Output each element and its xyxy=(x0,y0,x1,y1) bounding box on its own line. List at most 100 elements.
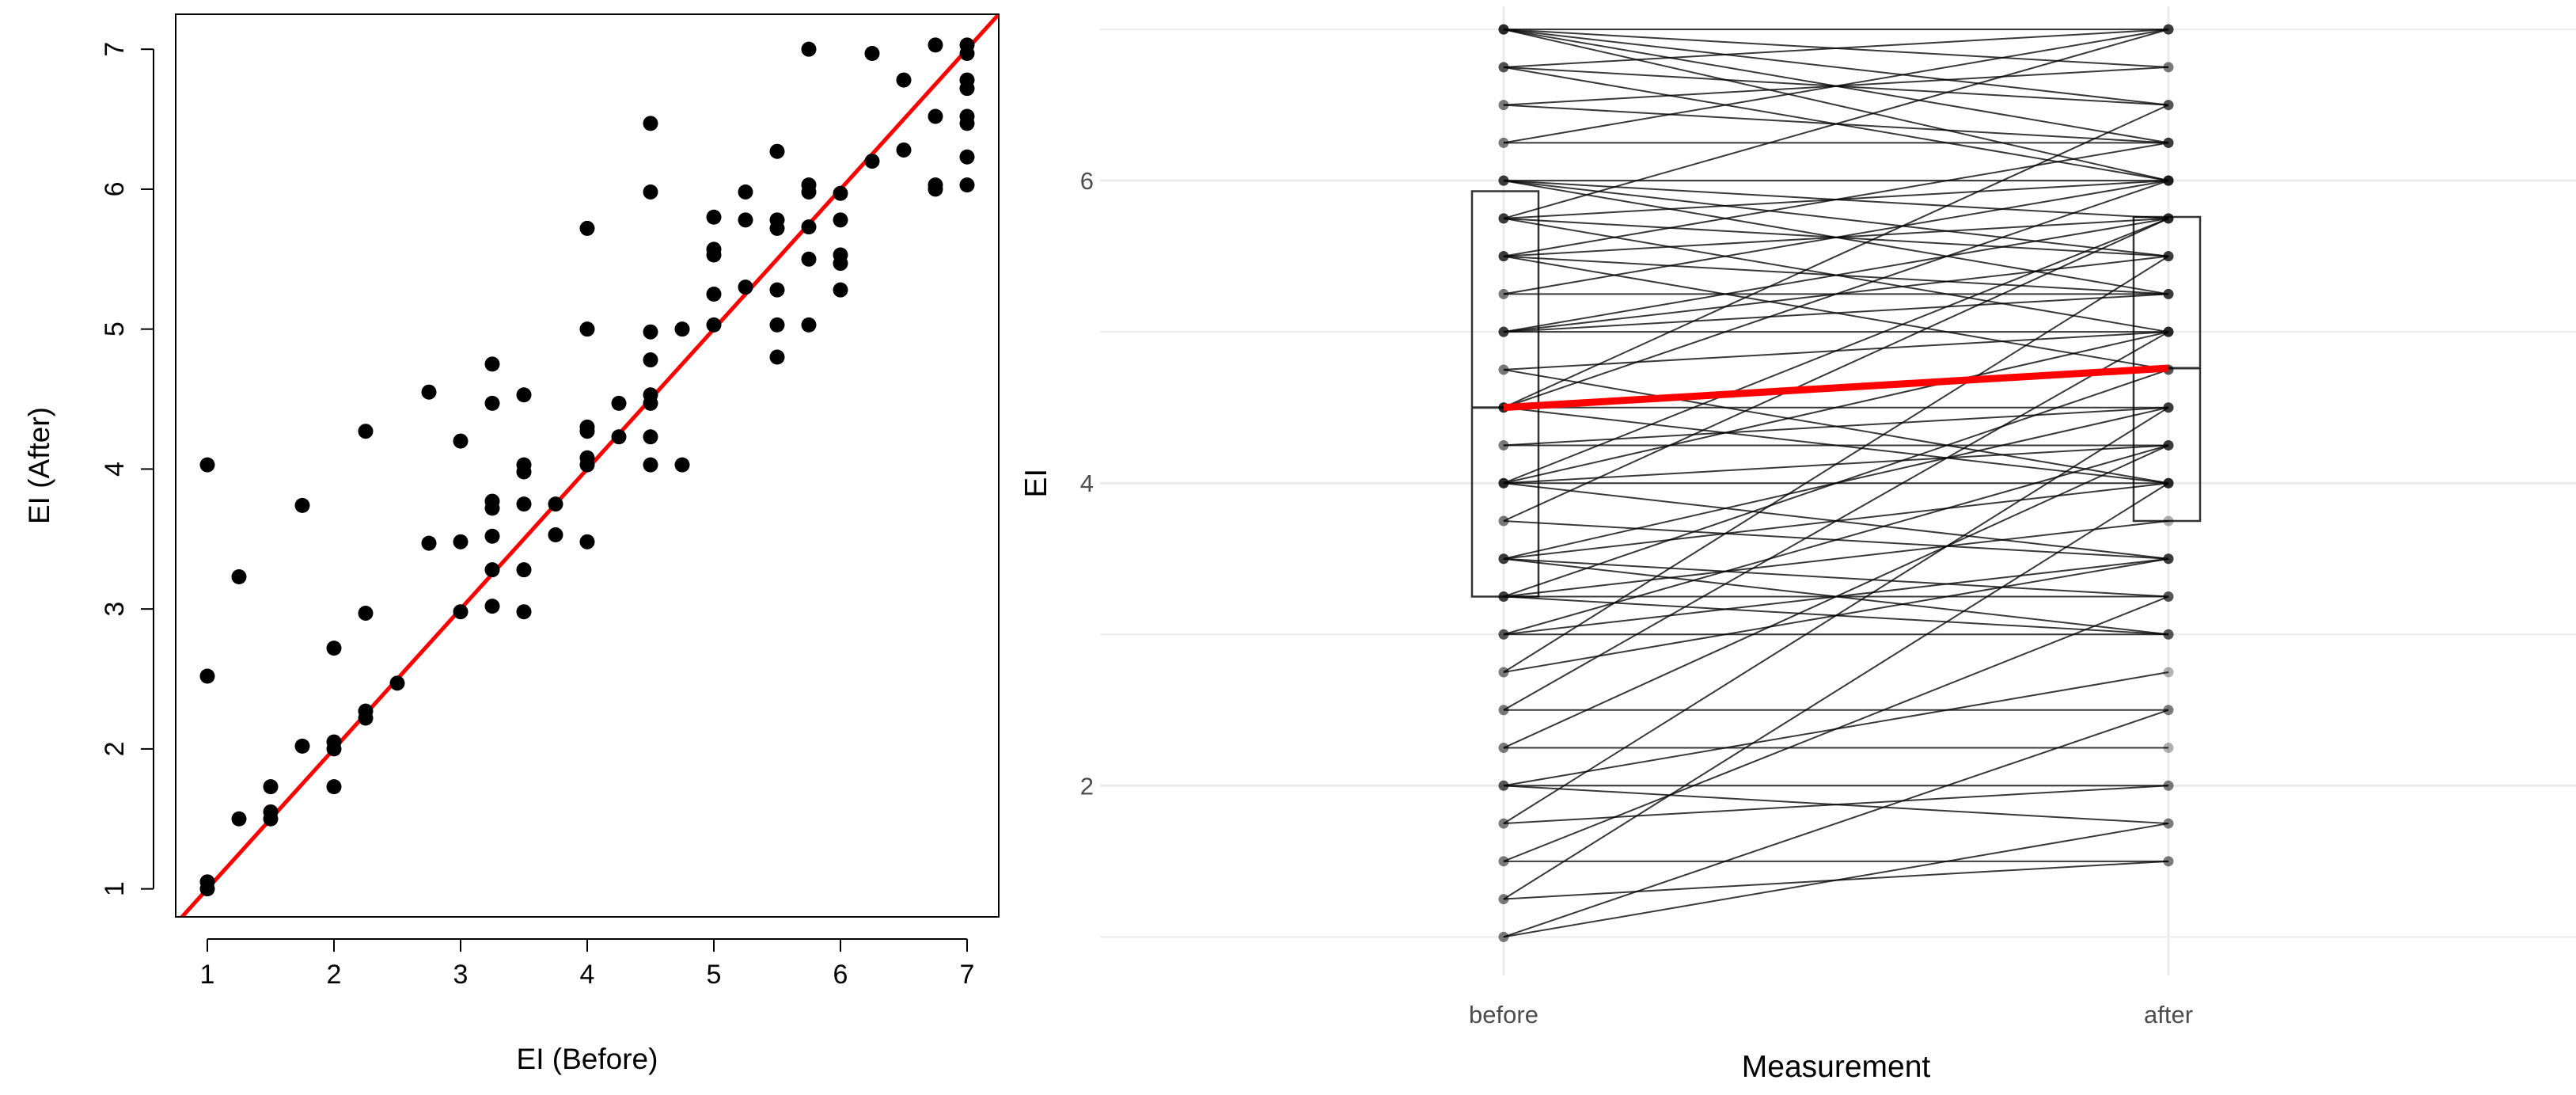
scatter-chart: 1 2 3 4 5 6 7 EI (Before) 1 2 3 4 5 6 7 EI (After) xyxy=(23,13,1000,1075)
scatter-point xyxy=(738,212,753,228)
after-point xyxy=(2163,62,2174,73)
before-point xyxy=(1498,629,1509,640)
pair-line xyxy=(1503,66,2169,182)
x-tick-label-before: before xyxy=(1469,1001,1538,1028)
scatter-point xyxy=(484,356,500,372)
before-point xyxy=(1498,894,1509,905)
before-point xyxy=(1498,856,1509,867)
before-point xyxy=(1498,515,1509,527)
pair-line xyxy=(1503,29,2169,68)
pair-line xyxy=(1503,557,2169,598)
before-point xyxy=(1498,591,1509,603)
pair-line xyxy=(1503,785,2169,825)
after-point xyxy=(2163,213,2174,224)
after-point xyxy=(2163,137,2174,148)
after-point xyxy=(2163,818,2174,829)
after-point xyxy=(2163,137,2174,148)
before-point xyxy=(1498,818,1509,829)
after-point xyxy=(2163,477,2174,489)
after-point xyxy=(2163,856,2174,867)
paired-lines-chart: 2 4 6 before after Measurement EI xyxy=(1021,6,2576,1084)
after-point xyxy=(2163,477,2174,489)
before-point xyxy=(1498,667,1509,678)
before-point xyxy=(1498,477,1509,489)
scatter-point xyxy=(358,605,374,621)
x-tick-label: 6 xyxy=(833,960,848,990)
scatter-point xyxy=(864,154,880,169)
pair-line xyxy=(1503,519,2169,598)
scatter-point xyxy=(579,534,595,549)
scatter-point xyxy=(516,496,532,512)
before-point xyxy=(1498,24,1509,35)
pair-line xyxy=(1503,255,2169,371)
scatter-point xyxy=(453,604,469,620)
before-point xyxy=(1498,591,1509,603)
scatter-point xyxy=(231,569,247,585)
x-tick-label: 2 xyxy=(327,960,342,990)
pair-line xyxy=(1503,519,2169,560)
before-point xyxy=(1498,553,1509,565)
x-axis-title: Measurement xyxy=(1742,1050,1931,1084)
before-point xyxy=(1498,175,1509,186)
scatter-point xyxy=(453,433,469,449)
before-point xyxy=(1498,24,1509,35)
y-tick-label: 2 xyxy=(1080,772,1094,800)
after-point xyxy=(2163,326,2174,337)
after-point xyxy=(2163,477,2174,489)
x-tick-label: 4 xyxy=(580,960,595,990)
scatter-point xyxy=(833,247,848,263)
after-point xyxy=(2163,326,2174,337)
scatter-point xyxy=(294,738,310,754)
scatter-point xyxy=(959,37,975,53)
scatter-point xyxy=(769,282,785,298)
scatter-point xyxy=(833,185,848,201)
pair-line xyxy=(1503,444,2169,485)
scatter-point xyxy=(453,534,469,549)
scatter-point xyxy=(928,108,943,124)
scatter-point xyxy=(959,177,975,193)
scatter-points xyxy=(199,37,975,897)
before-point xyxy=(1498,326,1509,337)
scatter-point xyxy=(294,497,310,513)
before-point xyxy=(1498,24,1509,35)
scatter-point xyxy=(833,212,848,228)
y-tick-label: 5 xyxy=(100,321,130,336)
scatter-point xyxy=(864,45,880,61)
before-point xyxy=(1498,251,1509,262)
after-point xyxy=(2163,288,2174,299)
scatter-point xyxy=(738,279,753,295)
before-point xyxy=(1498,213,1509,224)
before-point xyxy=(1498,175,1509,186)
after-point xyxy=(2163,213,2174,224)
pair-line xyxy=(1503,29,2169,182)
after-point xyxy=(2163,100,2174,111)
after-point xyxy=(2163,24,2174,35)
before-point xyxy=(1498,591,1509,603)
scatter-point xyxy=(579,321,595,337)
scatter-point xyxy=(833,282,848,298)
x-tick-label-after: after xyxy=(2144,1001,2193,1028)
pair-line xyxy=(1503,29,2169,106)
x-tick-label: 1 xyxy=(200,960,215,990)
y-tick-label: 3 xyxy=(100,602,130,617)
scatter-point xyxy=(358,424,374,439)
before-point xyxy=(1498,856,1509,867)
before-point xyxy=(1498,553,1509,565)
before-point xyxy=(1498,100,1509,111)
before-point xyxy=(1498,743,1509,754)
before-point xyxy=(1498,364,1509,375)
pair-points xyxy=(1498,24,2174,942)
pair-line xyxy=(1503,482,2169,900)
scatter-point xyxy=(896,72,912,88)
y-tick-label: 7 xyxy=(100,42,130,57)
before-point xyxy=(1498,591,1509,603)
scatter-point xyxy=(769,349,785,365)
after-point xyxy=(2163,251,2174,262)
after-point xyxy=(2163,439,2174,451)
before-point xyxy=(1498,251,1509,262)
before-point xyxy=(1498,477,1509,489)
before-point xyxy=(1498,439,1509,451)
before-point xyxy=(1498,288,1509,299)
scatter-point xyxy=(706,317,722,333)
after-point xyxy=(2163,439,2174,451)
